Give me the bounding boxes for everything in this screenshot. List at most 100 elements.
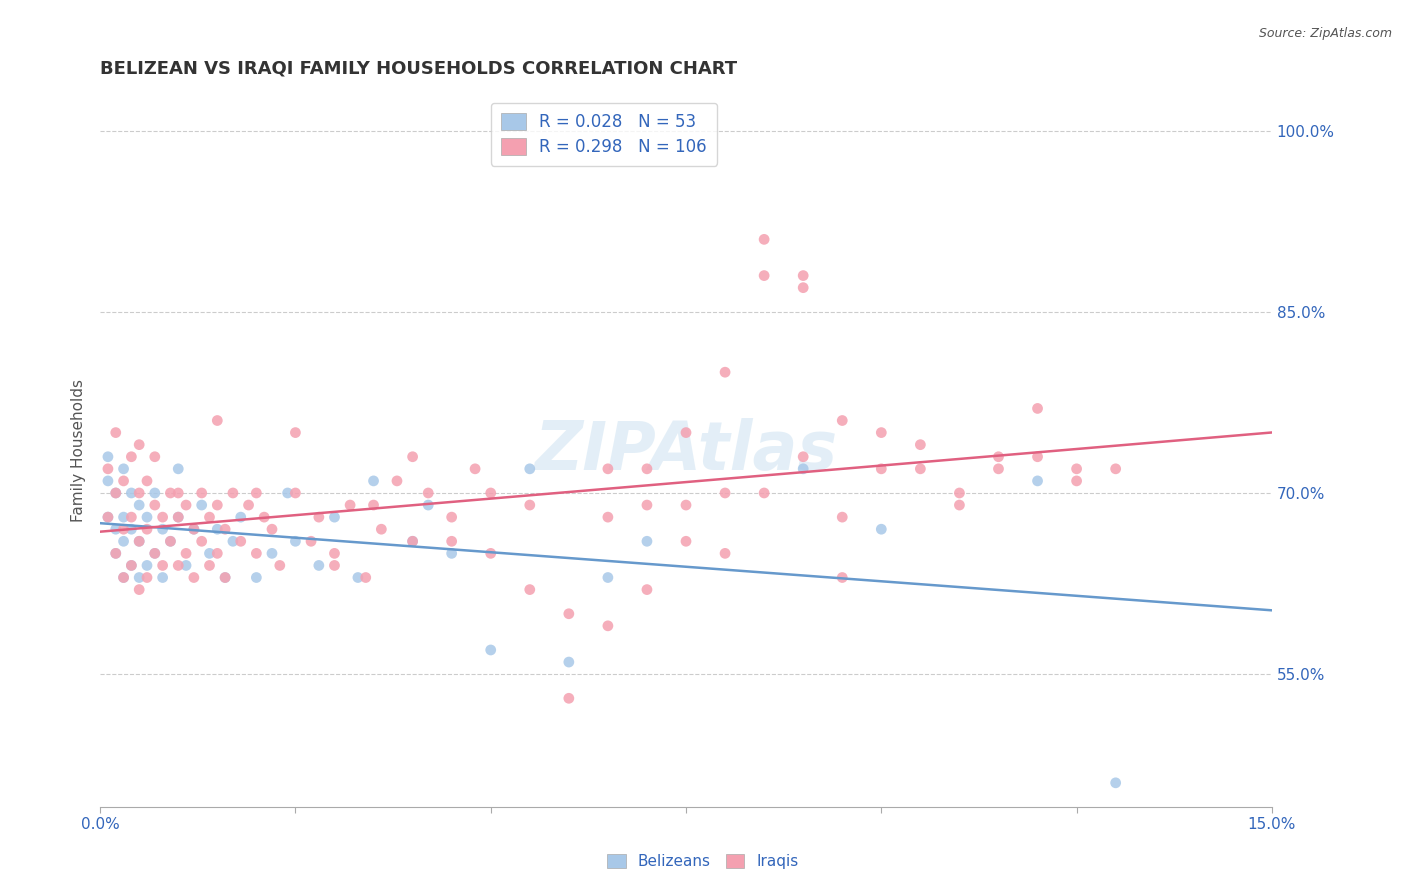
Point [675,534,697,549]
Point [112,462,135,476]
Point [323,510,346,524]
Point [136,522,159,536]
Point [277,486,299,500]
Point [1105,462,1128,476]
Point [198,546,221,560]
Point [120,450,142,464]
Point [401,450,423,464]
Point [190,498,212,512]
Point [1066,462,1088,476]
Point [284,425,307,440]
Point [752,232,775,246]
Point [190,534,212,549]
Point [152,510,174,524]
Point [948,486,970,500]
Point [284,534,307,549]
Point [167,462,190,476]
Point [207,413,229,427]
Point [987,450,1010,464]
Point [418,486,440,500]
Point [1026,474,1049,488]
Point [1026,401,1049,416]
Point [136,474,159,488]
Point [120,486,142,500]
Point [636,534,658,549]
Point [136,558,159,573]
Point [831,510,853,524]
Point [128,582,150,597]
Point [910,438,932,452]
Point [152,522,174,536]
Point [479,643,502,657]
Point [198,558,221,573]
Point [792,450,814,464]
Point [183,570,205,584]
Point [440,546,463,560]
Point [479,546,502,560]
Text: ZIPAtlas: ZIPAtlas [534,417,838,483]
Point [792,280,814,294]
Point [284,486,307,500]
Point [120,522,142,536]
Point [792,462,814,476]
Point [167,510,190,524]
Point [238,498,260,512]
Point [97,474,120,488]
Point [104,486,127,500]
Point [167,486,190,500]
Point [479,486,502,500]
Point [870,425,893,440]
Point [207,498,229,512]
Point [596,570,619,584]
Point [519,582,541,597]
Point [152,570,174,584]
Point [675,498,697,512]
Point [308,558,330,573]
Point [596,462,619,476]
Point [143,486,166,500]
Point [385,474,408,488]
Point [120,558,142,573]
Point [167,558,190,573]
Point [636,498,658,512]
Point [143,546,166,560]
Point [299,534,322,549]
Point [675,425,697,440]
Point [323,546,346,560]
Legend: R = 0.028   N = 53, R = 0.298   N = 106: R = 0.028 N = 53, R = 0.298 N = 106 [491,103,717,166]
Point [363,498,385,512]
Point [128,438,150,452]
Point [792,268,814,283]
Point [1026,450,1049,464]
Point [596,619,619,633]
Point [245,570,267,584]
Point [253,510,276,524]
Point [354,570,377,584]
Point [174,546,197,560]
Point [363,474,385,488]
Point [104,486,127,500]
Point [198,510,221,524]
Point [870,462,893,476]
Point [636,462,658,476]
Point [159,486,181,500]
Point [229,534,252,549]
Point [269,558,291,573]
Point [558,691,581,706]
Point [519,462,541,476]
Point [97,510,120,524]
Point [260,546,283,560]
Point [112,534,135,549]
Point [401,534,423,549]
Point [104,546,127,560]
Point [245,486,267,500]
Point [831,413,853,427]
Point [347,570,370,584]
Point [987,462,1010,476]
Point [190,486,212,500]
Point [128,534,150,549]
Text: BELIZEAN VS IRAQI FAMILY HOUSEHOLDS CORRELATION CHART: BELIZEAN VS IRAQI FAMILY HOUSEHOLDS CORR… [100,60,737,78]
Point [714,546,737,560]
Text: Source: ZipAtlas.com: Source: ZipAtlas.com [1258,27,1392,40]
Point [104,425,127,440]
